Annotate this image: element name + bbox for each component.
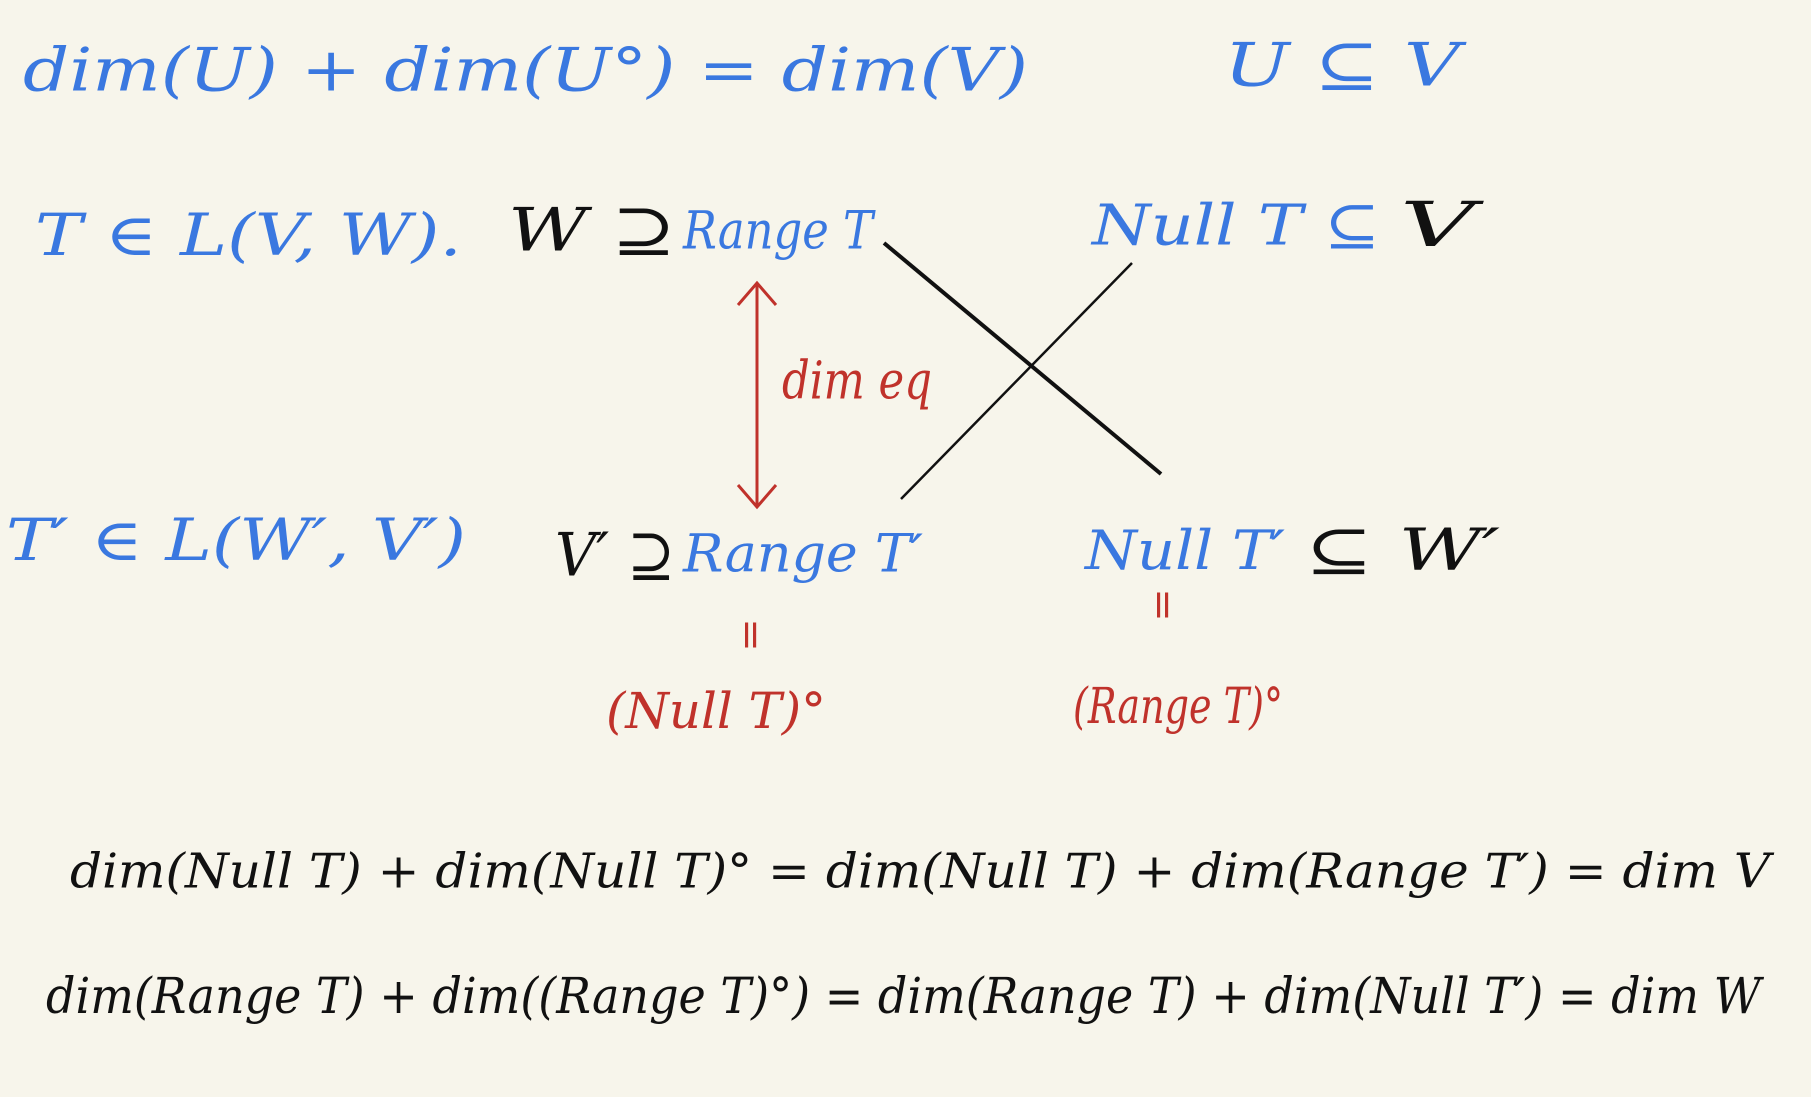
range-T-dual: Range T′ [682,525,923,585]
equation-dim-W: dim(Range T) + dim((Range T)°) = dim(Ran… [46,967,1764,1025]
domain-W-dual: ⊆ W′ [1305,516,1500,584]
domain-V: V [1400,188,1485,261]
cross-line [900,262,1133,500]
annihilator-range: (Range T)° [1073,677,1283,735]
cross-line [882,241,1163,476]
vertical-equals: = [1140,588,1186,622]
cross-lines [882,241,1163,500]
codomain-V-dual: V′ ⊇ [555,521,675,591]
arrow-head-up [736,280,778,306]
null-T: Null T ⊆ [1090,194,1380,259]
dimension-formula: dim(U) + dim(U°) = dim(V) [23,36,1028,106]
codomain-W: W ⊇ [508,196,676,266]
arrow-head-down [736,484,778,510]
null-T-dual: Null T′ [1083,519,1285,582]
annihilator-null: (Null T)° [606,682,826,740]
subspace-condition: U ⊆ V [1224,31,1467,101]
vertical-equals: = [728,618,774,652]
map-T: T ∈ L(V, W). [35,201,462,269]
map-T-dual: T′ ∈ L(W′, V′) [6,506,466,574]
dim-eq-arrow [736,280,778,510]
arrow-label: dim eq [782,352,932,412]
equation-dim-V: dim(Null T) + dim(Null T)° = dim(Null T)… [70,844,1775,900]
range-T: Range T [682,202,876,262]
